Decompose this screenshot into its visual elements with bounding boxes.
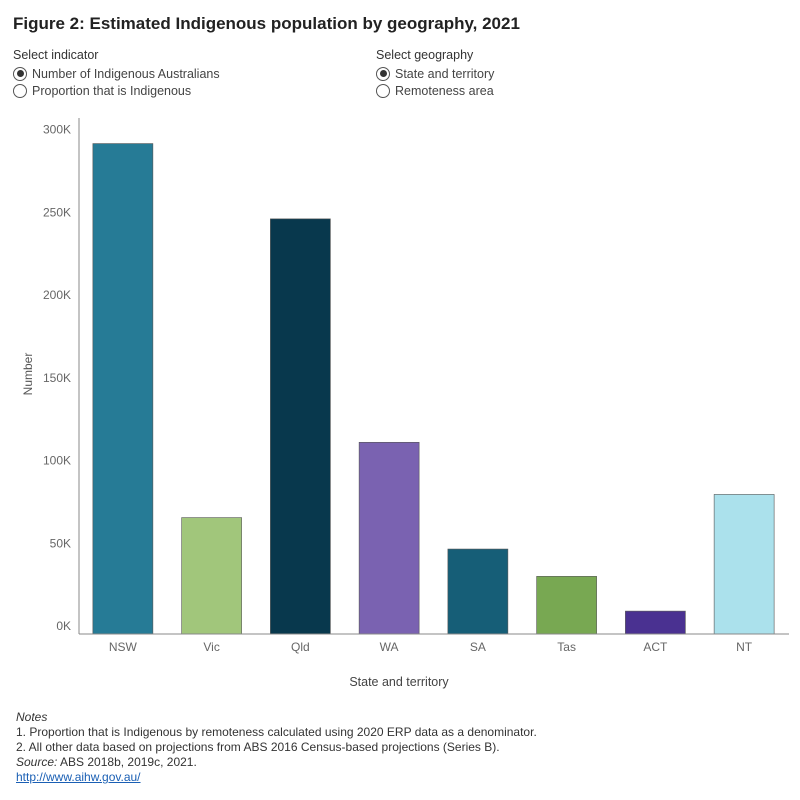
x-tick-label: NT [736, 640, 753, 654]
note-line-2: 2. All other data based on projections f… [16, 740, 500, 754]
y-tick-label: 200K [43, 288, 71, 302]
bars [92, 143, 775, 635]
source-line: Source: ABS 2018b, 2019c, 2021. [16, 755, 537, 770]
y-tick-label: 100K [43, 454, 71, 468]
bar-vic[interactable] [181, 517, 242, 635]
aihw-link[interactable]: http://www.aihw.gov.au/ [16, 770, 141, 784]
bar-sa[interactable] [447, 548, 509, 635]
x-tick-label: ACT [643, 640, 668, 654]
indicator-selector: Select indicator Number of Indigenous Au… [13, 48, 220, 99]
bar-qld[interactable] [270, 218, 331, 635]
radio-checked-icon[interactable] [13, 66, 27, 81]
geography-option-state-label: State and territory [395, 66, 495, 81]
source-label: Source: [16, 755, 58, 769]
indicator-option-number[interactable]: Number of Indigenous Australians [13, 65, 220, 82]
geography-selector: Select geography State and territory Rem… [376, 48, 494, 99]
x-axis-ticks: NSW Vic Qld WA SA Tas ACT NT [109, 640, 753, 654]
bar-nt[interactable] [713, 494, 775, 635]
x-axis-label: State and territory [349, 675, 449, 689]
indicator-label: Select indicator [13, 48, 99, 62]
note-line-1: 1. Proportion that is Indigenous by remo… [16, 725, 537, 739]
bar-act[interactable] [625, 610, 686, 635]
x-tick-label: NSW [109, 640, 138, 654]
radio-checked-icon[interactable] [376, 66, 390, 81]
bar-tas[interactable] [536, 576, 597, 635]
notes-heading: Notes [16, 710, 48, 724]
bar-nsw[interactable] [92, 143, 154, 635]
x-tick-label: Vic [203, 640, 219, 654]
radio-unchecked-icon[interactable] [13, 83, 27, 98]
indicator-option-proportion[interactable]: Proportion that is Indigenous [13, 82, 220, 99]
y-tick-label: 250K [43, 205, 71, 219]
geography-label: Select geography [376, 48, 474, 62]
geography-option-remoteness[interactable]: Remoteness area [376, 82, 494, 99]
x-tick-label: Qld [291, 640, 310, 654]
geography-option-state[interactable]: State and territory [376, 65, 494, 82]
x-tick-label: SA [470, 640, 486, 654]
source-text: ABS 2018b, 2019c, 2021. [57, 755, 197, 769]
y-tick-label: 150K [43, 371, 71, 385]
notes: Notes 1. Proportion that is Indigenous b… [16, 710, 537, 785]
indicator-option-number-label: Number of Indigenous Australians [32, 66, 220, 81]
bar-chart: 0K 50K 100K 150K 200K 250K 300K NSW Vic Qld WA SA T… [21, 118, 789, 689]
geography-option-remoteness-label: Remoteness area [395, 83, 494, 98]
x-tick-label: WA [380, 640, 399, 654]
chart-title: Figure 2: Estimated Indigenous populatio… [13, 14, 520, 33]
y-tick-label: 300K [43, 123, 71, 137]
radio-unchecked-icon[interactable] [376, 83, 390, 98]
y-tick-label: 50K [50, 536, 71, 550]
y-axis-ticks: 0K 50K 100K 150K 200K 250K 300K [43, 123, 71, 634]
x-tick-label: Tas [557, 640, 576, 654]
y-tick-label: 0K [56, 619, 71, 633]
y-axis-label: Number [21, 353, 35, 396]
indicator-option-proportion-label: Proportion that is Indigenous [32, 83, 192, 98]
bar-wa[interactable] [358, 441, 420, 635]
